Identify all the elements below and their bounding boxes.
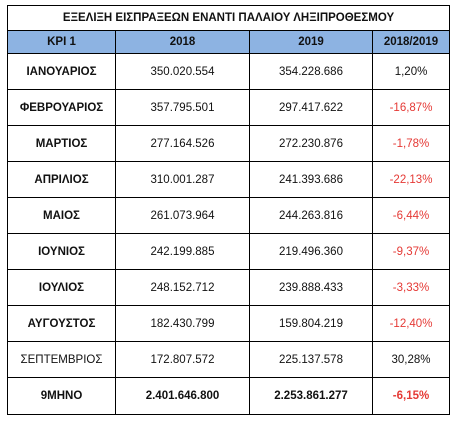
value-2018-cell: 350.020.554: [115, 53, 250, 90]
collections-table: ΕΞΕΛΙΞΗ ΕΙΣΠΡΑΞΕΩΝ ΕΝΑΝΤΙ ΠΑΛΑΙΟΥ ΛΗΞΙΠΡ…: [6, 5, 451, 415]
month-cell: ΜΑΙΟΣ: [7, 197, 116, 234]
value-2019-cell: 159.804.219: [249, 305, 373, 342]
change-cell: -6,44%: [371, 197, 451, 234]
value-2018-cell: 277.164.526: [115, 125, 250, 162]
table-row: ΣΕΠΤΕΜΒΡΙΟΣ 172.807.572 225.137.578 30,28%: [7, 341, 451, 378]
month-cell: ΑΠΡΙΛΙΟΣ: [7, 161, 116, 198]
month-cell: ΑΥΓΟΥΣΤΟΣ: [7, 305, 116, 342]
column-header-change: 2018/2019: [371, 30, 451, 54]
table-header-row: KPI 1 2018 2019 2018/2019: [7, 30, 451, 54]
table-row: ΙΟΥΝΙΟΣ 242.199.885 219.496.360 -9,37%: [7, 233, 451, 270]
month-cell: ΣΕΠΤΕΜΒΡΙΟΣ: [7, 341, 116, 378]
value-2019-cell: 225.137.578: [249, 341, 373, 378]
value-2018-cell: 310.001.287: [115, 161, 250, 198]
table-body: ΙΑΝΟΥΑΡΙΟΣ 350.020.554 354.228.686 1,20% ΦΕΒ…: [7, 53, 451, 415]
table-title: ΕΞΕΛΙΞΗ ΕΙΣΠΡΑΞΕΩΝ ΕΝΑΝΤΙ ΠΑΛΑΙΟΥ ΛΗΞΙΠΡ…: [6, 5, 451, 31]
table-title-row: ΕΞΕΛΙΞΗ ΕΙΣΠΡΑΞΕΩΝ ΕΝΑΝΤΙ ΠΑΛΑΙΟΥ ΛΗΞΙΠΡ…: [6, 5, 451, 31]
table-row: ΦΕΒΡΟΥΑΡΙΟΣ 357.795.501 297.417.622 -16,87%: [7, 89, 451, 126]
change-cell: -16,87%: [371, 89, 451, 126]
value-2018-cell: 182.430.799: [115, 305, 250, 342]
total-change-cell: -6,15%: [371, 377, 451, 415]
table-row: ΜΑΙΟΣ 261.073.964 244.263.816 -6,44%: [7, 197, 451, 234]
month-cell: ΙΟΥΝΙΟΣ: [7, 233, 116, 270]
value-2018-cell: 261.073.964: [115, 197, 250, 234]
total-2018-cell: 2.401.646.800: [115, 377, 250, 415]
value-2019-cell: 297.417.622: [249, 89, 373, 126]
table-row: ΑΥΓΟΥΣΤΟΣ 182.430.799 159.804.219 -12,40%: [7, 305, 451, 342]
table-row: ΙΟΥΛΙΟΣ 248.152.712 239.888.433 -3,33%: [7, 269, 451, 306]
value-2019-cell: 244.263.816: [249, 197, 373, 234]
change-cell: 30,28%: [371, 341, 451, 378]
value-2018-cell: 357.795.501: [115, 89, 250, 126]
value-2019-cell: 239.888.433: [249, 269, 373, 306]
column-header-kpi: KPI 1: [7, 30, 116, 54]
value-2018-cell: 172.807.572: [115, 341, 250, 378]
table-row: ΙΑΝΟΥΑΡΙΟΣ 350.020.554 354.228.686 1,20%: [7, 53, 451, 90]
value-2019-cell: 272.230.876: [249, 125, 373, 162]
change-cell: -9,37%: [371, 233, 451, 270]
column-header-2018: 2018: [115, 30, 250, 54]
change-cell: 1,20%: [371, 53, 451, 90]
month-cell: ΜΑΡΤΙΟΣ: [7, 125, 116, 162]
total-2019-cell: 2.253.861.277: [249, 377, 373, 415]
total-row: 9ΜΗΝΟ 2.401.646.800 2.253.861.277 -6,15%: [7, 377, 451, 415]
month-cell: ΙΑΝΟΥΑΡΙΟΣ: [7, 53, 116, 90]
month-cell: ΙΟΥΛΙΟΣ: [7, 269, 116, 306]
month-cell: ΦΕΒΡΟΥΑΡΙΟΣ: [7, 89, 116, 126]
table-row: ΑΠΡΙΛΙΟΣ 310.001.287 241.393.686 -22,13%: [7, 161, 451, 198]
value-2019-cell: 354.228.686: [249, 53, 373, 90]
value-2019-cell: 241.393.686: [249, 161, 373, 198]
table-row: ΜΑΡΤΙΟΣ 277.164.526 272.230.876 -1,78%: [7, 125, 451, 162]
value-2018-cell: 248.152.712: [115, 269, 250, 306]
value-2019-cell: 219.496.360: [249, 233, 373, 270]
value-2018-cell: 242.199.885: [115, 233, 250, 270]
change-cell: -12,40%: [371, 305, 451, 342]
total-label-cell: 9ΜΗΝΟ: [7, 377, 116, 415]
column-header-2019: 2019: [249, 30, 373, 54]
change-cell: -1,78%: [371, 125, 451, 162]
change-cell: -22,13%: [371, 161, 451, 198]
change-cell: -3,33%: [371, 269, 451, 306]
